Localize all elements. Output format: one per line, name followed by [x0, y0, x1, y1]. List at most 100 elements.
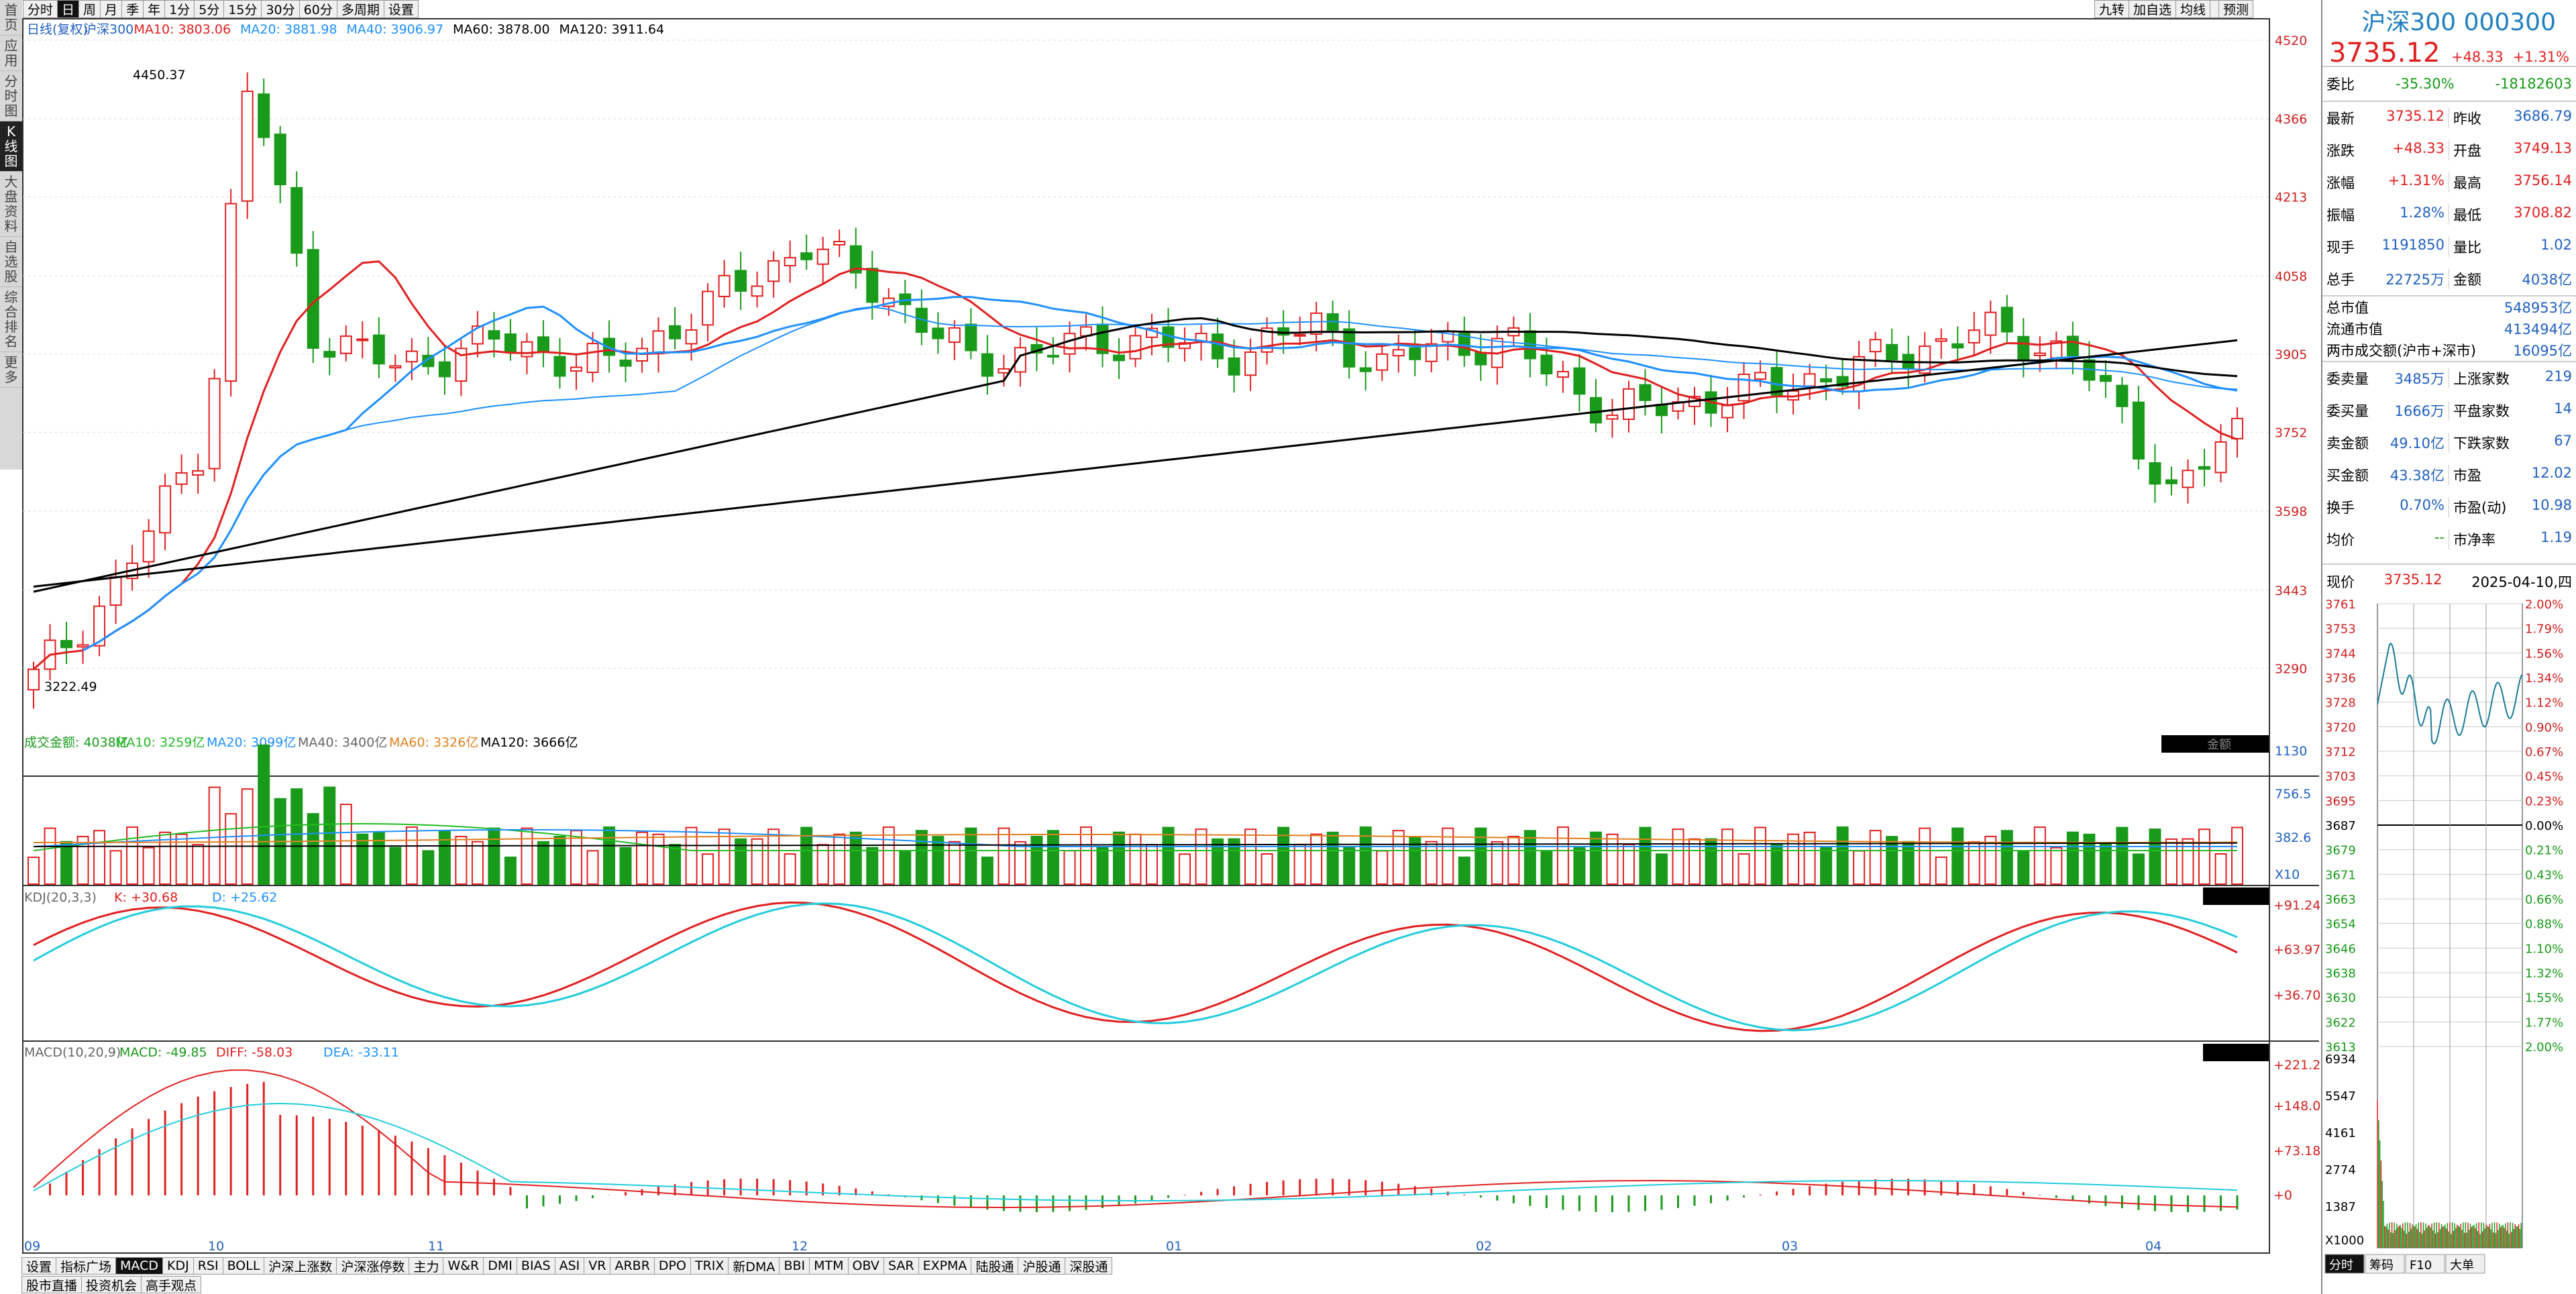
ind-tab-11[interactable]: BIAS — [516, 1257, 555, 1275]
ind-tab-10[interactable]: DMI — [483, 1257, 517, 1275]
intra-pct: 1.32% — [2525, 967, 2563, 981]
macd-tick: +148.0 — [2273, 1099, 2320, 1114]
ind-tab-5[interactable]: BOLL — [222, 1257, 265, 1275]
vol-bar — [1162, 826, 1175, 885]
period-5[interactable]: 年 — [143, 0, 166, 18]
candle — [965, 323, 977, 352]
ind-tab-0[interactable]: 设置 — [21, 1257, 57, 1275]
ind-tab-22[interactable]: EXPMA — [918, 1257, 972, 1275]
ind-tab-7[interactable]: 沪深涨停数 — [336, 1257, 410, 1275]
period-6[interactable]: 1分 — [164, 0, 195, 18]
period-10[interactable]: 60分 — [299, 0, 337, 18]
candle — [1919, 345, 1931, 374]
period-7[interactable]: 5分 — [194, 0, 225, 18]
candle — [1951, 343, 1964, 349]
period-8[interactable]: 15分 — [223, 0, 262, 18]
ind-tab-21[interactable]: SAR — [883, 1257, 919, 1275]
intraday-chart[interactable]: 3761 2.00% 3753 1.79% 3744 1.56% 3736 1.34% 3728… — [2322, 590, 2575, 1275]
candle — [932, 327, 945, 339]
ind-tab-18[interactable]: BBI — [779, 1257, 810, 1275]
candle — [93, 605, 106, 647]
ind-tab-23[interactable]: 陆股通 — [971, 1257, 1019, 1275]
legend-ma60: MA60: 3878.00 — [453, 22, 550, 37]
period-12[interactable]: 设置 — [383, 0, 419, 18]
ind-tab-17[interactable]: 新DMA — [728, 1257, 780, 1275]
candle — [1014, 347, 1026, 373]
period-1[interactable]: 日 — [57, 0, 80, 18]
tool-0[interactable]: 九转 — [2094, 0, 2130, 18]
bar-0[interactable]: 股市直播 — [21, 1276, 83, 1293]
vol-bar — [1491, 841, 1503, 885]
nav-0[interactable]: 首页 — [0, 0, 22, 36]
ind-tab-20[interactable]: OBV — [847, 1257, 884, 1275]
candle — [290, 186, 303, 254]
mcap-label: 流通市值 — [2326, 321, 2383, 337]
candle — [1277, 327, 1290, 336]
ind-tab-9[interactable]: W&R — [443, 1257, 484, 1275]
ind-tab-3[interactable]: KDJ — [162, 1257, 194, 1275]
quote-value: 49.10亿 — [2390, 435, 2445, 451]
ind-tab-24[interactable]: 沪股通 — [1018, 1257, 1066, 1275]
period-2[interactable]: 周 — [78, 0, 101, 18]
quote-row: 均价 -- 市净率 1.19 — [2322, 523, 2576, 555]
ma20-line — [82, 296, 2238, 652]
tool-2[interactable]: 均线 — [2176, 0, 2211, 18]
candle — [1540, 354, 1553, 375]
ind-tab-13[interactable]: VR — [584, 1257, 611, 1275]
bar-1[interactable]: 投资机会 — [81, 1276, 142, 1293]
tool-4[interactable]: 预测 — [2218, 0, 2254, 18]
vol-bar — [1129, 833, 1142, 885]
candle — [1869, 339, 1882, 353]
ind-tab-25[interactable]: 深股通 — [1065, 1257, 1113, 1275]
candle — [356, 338, 369, 341]
vol-bar — [1721, 828, 1734, 885]
ind-tab-6[interactable]: 沪深上涨数 — [264, 1257, 337, 1275]
ind-tab-12[interactable]: ASI — [554, 1257, 585, 1275]
vol-bar — [504, 856, 517, 885]
nav-4[interactable]: 大盘资料 — [0, 172, 22, 237]
vol-tick: 382.6 — [2275, 830, 2311, 845]
mcap-row: 两市成交额(沪市+深市) 16095亿 — [2322, 339, 2576, 361]
nav-2[interactable]: 分时图 — [0, 71, 22, 121]
x-label: 09 — [24, 1239, 40, 1254]
mcap-label: 总市值 — [2326, 300, 2369, 316]
nav-6[interactable]: 综合排名 — [0, 287, 22, 352]
ind-tab-4[interactable]: RSI — [193, 1257, 223, 1275]
candle — [1293, 333, 1306, 337]
quote-label: 最高 — [2453, 175, 2481, 191]
bar-2[interactable]: 高手观点 — [141, 1276, 202, 1293]
vol-bar — [1195, 828, 1208, 885]
ind-tab-1[interactable]: 指标广场 — [56, 1257, 117, 1275]
quote-row: 最新 3735.12 昨收 3686.79 — [2322, 102, 2576, 134]
nav-7[interactable]: 更多 — [0, 352, 22, 388]
vol-bar — [1984, 835, 1997, 885]
nav-1[interactable]: 应用 — [0, 36, 22, 71]
candle — [208, 378, 221, 470]
kline-chart[interactable]: 4520 4366 4213 4058 3905 3752 3598 3443 3290 日线(复… — [0, 0, 2320, 1294]
ind-tab-15[interactable]: DPO — [653, 1257, 691, 1275]
candle — [866, 268, 879, 303]
candle — [2000, 307, 2013, 333]
nav-3[interactable]: K线图 — [0, 121, 22, 172]
candle — [241, 91, 254, 202]
vol-bar — [1540, 850, 1553, 885]
ind-tab-16[interactable]: TRIX — [690, 1257, 729, 1275]
macd-val: MACD: -49.85 — [119, 1045, 207, 1060]
market-cap: 总市值 548953亿 流通市值 413494亿 两市成交额(沪市+深市) 16095亿 — [2322, 295, 2576, 361]
candle — [1639, 384, 1652, 401]
period-11[interactable]: 多周期 — [336, 0, 384, 18]
ind-tab-19[interactable]: MTM — [809, 1257, 849, 1275]
intra-tab-bg — [2445, 1254, 2485, 1274]
ind-tab-8[interactable]: 主力 — [409, 1257, 444, 1275]
tool-1[interactable]: 加自选 — [2129, 0, 2177, 18]
quote-value: 1.28% — [2400, 205, 2445, 221]
period-toolbar: 分时日周月季年 1分 5分 15分 30分 60分 多周期 设置 — [23, 0, 419, 18]
candle — [28, 668, 40, 691]
period-3[interactable]: 月 — [100, 0, 123, 18]
vol-bar — [126, 826, 139, 885]
ind-tab-2[interactable]: MACD — [115, 1257, 163, 1275]
ind-tab-14[interactable]: ARBR — [610, 1257, 655, 1275]
candle — [2033, 352, 2046, 356]
nav-5[interactable]: 自选股 — [0, 237, 22, 287]
diff-line — [33, 1069, 2238, 1209]
